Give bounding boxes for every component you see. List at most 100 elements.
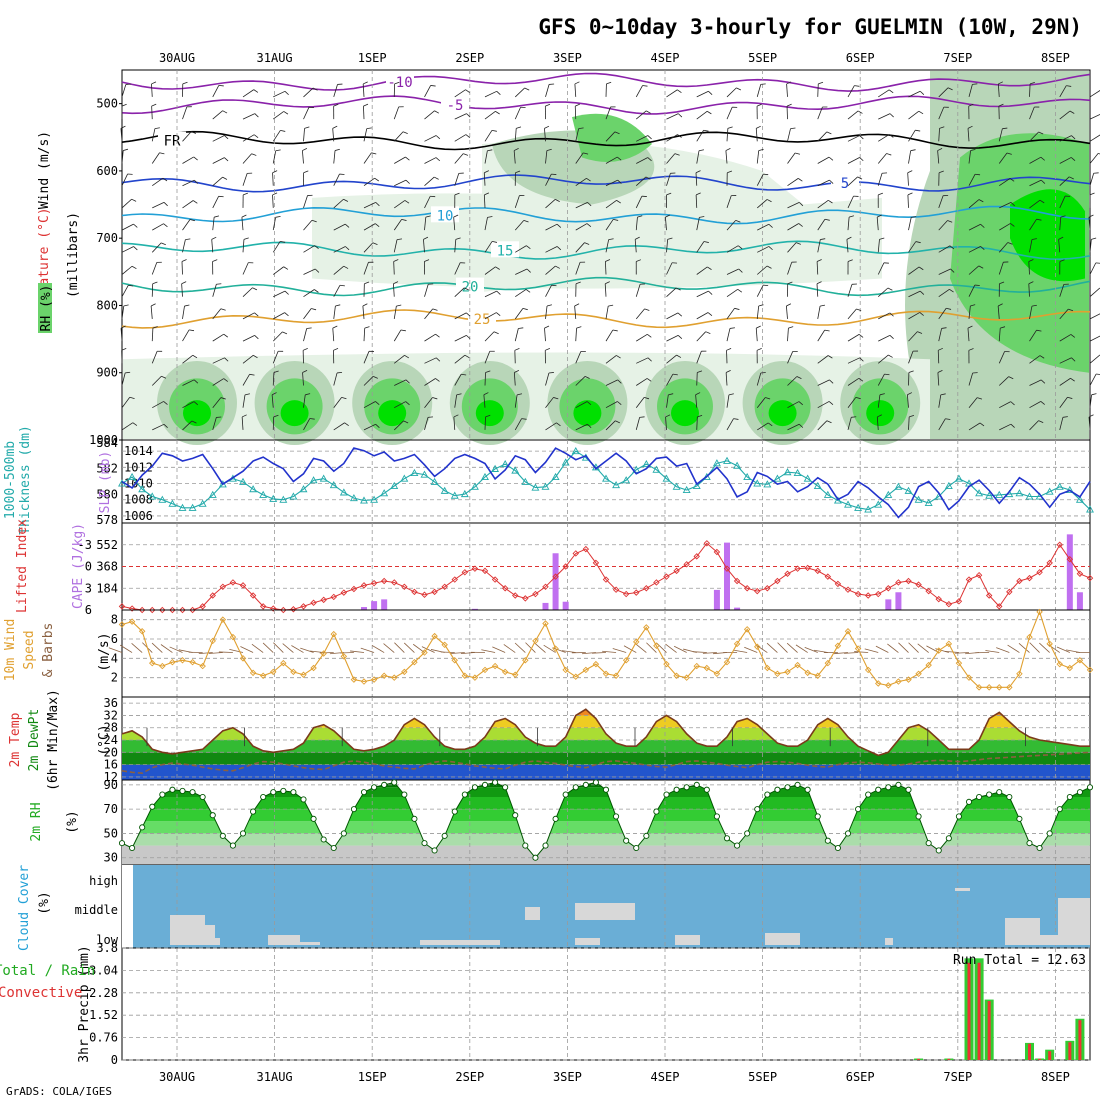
wind-speed-marker [451,657,458,664]
axis-label: 2m RH [29,802,44,841]
wind-barb [877,262,885,275]
wind-barb-flag [828,156,834,161]
lifted-index-marker [471,565,479,572]
rh-2m-marker [784,784,791,791]
wind-barb [272,130,281,142]
wind-barb-flag [435,378,440,382]
wind-barb-flag [1029,81,1035,85]
rh-2m-marker [1036,844,1043,852]
wind-speed-marker [310,664,317,672]
wind-barb [212,357,225,364]
precip-tick: 2.28 [89,986,118,1000]
wind-barb-flag [492,241,498,243]
wind-barb-flag [424,259,430,262]
bottom-date-6: 5SEP [748,1070,777,1084]
wind-barb [816,283,819,297]
wind-barb [756,265,768,275]
wind-barb [333,422,345,431]
wind-barb [787,202,800,209]
wind-speed-marker [965,674,973,681]
wind-barb [878,134,890,142]
wind-barb [999,202,1012,209]
wind-speed-marker [1066,664,1074,672]
wind-barb [908,290,921,298]
surface-wind-barb [450,652,465,654]
wind-barb-flag [253,89,259,93]
li-tick: 3 [85,581,92,595]
rh-2m-marker [1016,815,1023,822]
wind-barb [756,372,762,386]
axis-label: & Barbs [41,623,56,678]
wind-barb-flag [768,246,773,251]
lifted-index-marker [885,585,892,592]
wind-barb [182,131,192,142]
wind-barb [362,305,365,319]
cape-bar [361,607,367,610]
wind-barb [363,242,374,253]
wind-barb-flag [606,81,612,85]
slp-marker [743,472,752,481]
lifted-index-marker [179,606,186,614]
slp-marker [551,472,560,481]
wind-barb [212,135,225,142]
wind-barb [303,195,308,209]
rh-2m-marker [824,837,831,844]
wind-barb [182,401,195,409]
rh-2m-marker [602,786,610,793]
wind-barb-flag [617,156,622,161]
wind-barb [120,128,123,142]
wind-barb [303,128,305,142]
wind-speed-marker [522,657,529,664]
wind-barb-flag [283,266,289,270]
rh-2m-marker [713,813,720,820]
wind-barb-flag [405,379,410,384]
lifted-index-marker [653,579,660,586]
lifted-index-marker [824,573,832,580]
top-date-1: 31AUG [257,51,293,65]
rh-bl-blob-bright [183,400,211,427]
wind-barb-flag [121,103,127,107]
wind-barb [787,242,797,253]
wind-barb-flag [555,265,560,269]
wind-barb-flag [466,113,471,118]
rh-2m-marker [532,854,539,861]
rh-2m-marker [320,836,327,843]
wind-speed-marker [512,671,519,679]
wind-barb-flag [707,312,713,316]
wind-barb-flag [334,148,340,151]
wind-barb [212,417,217,431]
lifted-index-marker [1036,569,1043,576]
wind-barb [666,89,678,98]
wind-barb [1059,85,1067,98]
wind-barb-flag [465,89,470,93]
lifted-index-marker [743,585,751,592]
precip-total-label: Total / Rain [0,963,95,979]
wind-barb [212,397,222,408]
slp-marker [390,481,399,489]
surface-wind-barb [229,648,244,653]
wind-barb-flag [363,81,368,85]
wind-barb [182,106,188,120]
slp-marker [975,489,984,497]
wind-speed-marker [1086,666,1094,674]
wind-barb-flag [798,423,804,428]
wind-speed-marker [128,618,136,625]
wind-barb [484,266,496,275]
wind-barb-flag [302,370,308,373]
wind-barb [999,401,1011,409]
slp-marker [954,474,963,482]
rh-bl-blob-bright [768,400,797,427]
wind-barb-flag [465,134,471,138]
wind-barb-flag [123,304,129,307]
wind-speed-marker [653,642,660,650]
wind-barb [484,331,495,342]
wind-barb-flag [344,422,349,426]
wind-barb-flag [1002,127,1008,130]
wind-barb-flag [525,289,531,293]
surface-wind-barb [371,645,385,653]
wind-barb-flag [163,401,168,405]
wind-barb-flag [254,312,259,317]
cape-bar [542,602,549,610]
lifted-index-marker [834,580,842,588]
